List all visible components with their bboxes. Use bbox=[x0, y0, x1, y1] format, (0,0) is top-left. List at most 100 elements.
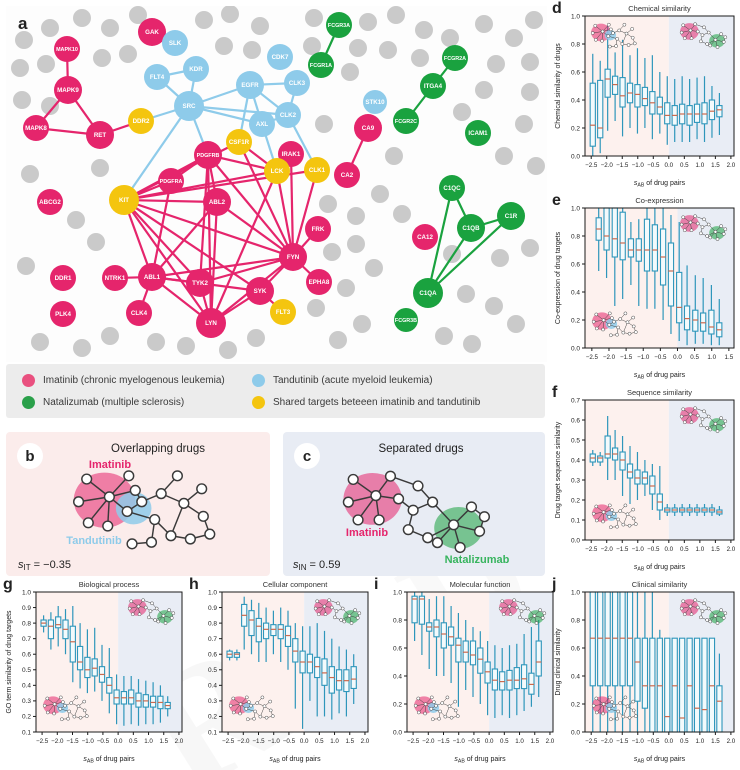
box-whisker bbox=[106, 648, 113, 714]
gray-protein-node bbox=[319, 195, 337, 213]
box-whisker bbox=[277, 607, 284, 662]
x-tick-label: −1.0 bbox=[632, 546, 645, 553]
svg-text:C1QC: C1QC bbox=[443, 185, 461, 192]
svg-text:IRAK1: IRAK1 bbox=[282, 151, 301, 158]
box-whisker bbox=[701, 637, 708, 733]
svg-text:ABL1: ABL1 bbox=[144, 274, 161, 281]
box-whisker bbox=[641, 460, 649, 496]
box-whisker bbox=[656, 466, 663, 520]
x-tick-label: 0.0 bbox=[665, 738, 674, 745]
network-node: TYK2 bbox=[186, 269, 214, 297]
x-tick-label: −2.0 bbox=[601, 546, 614, 553]
x-tick-label: −1.0 bbox=[637, 354, 650, 361]
svg-text:FCGR2A: FCGR2A bbox=[444, 56, 466, 62]
x-tick-label: 1.0 bbox=[144, 738, 153, 745]
svg-text:CA2: CA2 bbox=[341, 172, 354, 179]
box-whisker bbox=[693, 504, 701, 516]
svg-text:MAPK10: MAPK10 bbox=[56, 47, 78, 53]
y-tick-label: 0.6 bbox=[22, 652, 31, 659]
y-tick-label: 0.0 bbox=[571, 729, 580, 736]
x-tick-label: 1.5 bbox=[345, 738, 354, 745]
y-axis-label: GO term similarity of drug targets bbox=[6, 610, 13, 714]
x-tick-label: −1.0 bbox=[268, 738, 281, 745]
y-axis-label: Drug clinical similarity bbox=[555, 628, 562, 696]
box-whisker bbox=[314, 623, 321, 717]
network-node: EGFR bbox=[236, 71, 264, 99]
x-tick-label: 1.5 bbox=[711, 738, 720, 745]
box-whisker bbox=[701, 504, 708, 516]
x-tick-label: −1.0 bbox=[632, 738, 645, 745]
y-tick-label: 0.4 bbox=[571, 457, 580, 464]
svg-text:GAK: GAK bbox=[145, 29, 159, 36]
gray-protein-node bbox=[521, 239, 539, 257]
network-edge bbox=[209, 201, 219, 324]
box-whisker bbox=[604, 25, 611, 131]
network-node: C1QA bbox=[413, 278, 443, 308]
network-node: C1QC bbox=[439, 175, 465, 201]
gray-protein-node bbox=[41, 19, 59, 37]
panel-i-label: i bbox=[374, 576, 379, 593]
x-tick-label: 2.0 bbox=[727, 738, 736, 745]
panel-b-overlapping-drugs: b Overlapping drugs Imatinib Tandutinib sIT … bbox=[6, 432, 270, 576]
box-whisker bbox=[157, 685, 164, 723]
gray-protein-node bbox=[387, 6, 405, 24]
gray-protein-node bbox=[347, 207, 365, 225]
y-tick-label: 0.4 bbox=[571, 289, 580, 296]
gray-protein-node bbox=[359, 13, 377, 31]
overlapping-drugs-inset bbox=[591, 503, 638, 530]
chart-title: Chemical similarity bbox=[628, 4, 691, 13]
network-node: LCK bbox=[264, 158, 290, 184]
gray-protein-node bbox=[13, 91, 31, 109]
x-axis-label: sAB of drug pairs bbox=[634, 180, 686, 189]
network-node: FLT3 bbox=[270, 299, 296, 325]
box-whisker bbox=[299, 626, 306, 729]
x-axis-label: sAB of drug pairs bbox=[634, 756, 686, 765]
box-whisker bbox=[597, 60, 604, 154]
gray-protein-node bbox=[93, 49, 111, 67]
panel-d-label: d bbox=[552, 0, 562, 17]
gray-protein-node bbox=[521, 83, 539, 101]
svg-text:SRC: SRC bbox=[182, 103, 196, 110]
network-node: ABL1 bbox=[138, 263, 166, 291]
gray-protein-node bbox=[67, 211, 85, 229]
x-tick-label: 1.0 bbox=[696, 738, 705, 745]
box-whisker bbox=[255, 602, 262, 662]
overlapping-drugs-inset bbox=[413, 695, 460, 722]
box-whisker bbox=[226, 649, 233, 661]
svg-text:AXL: AXL bbox=[256, 121, 269, 128]
x-tick-label: −1.5 bbox=[620, 354, 633, 361]
y-tick-label: 1.0 bbox=[22, 589, 31, 596]
box-whisker bbox=[270, 610, 277, 655]
x-tick-label: −1.5 bbox=[616, 162, 629, 169]
y-tick-label: 0.4 bbox=[22, 683, 31, 690]
y-tick-label: 0.8 bbox=[571, 617, 580, 624]
x-tick-label: −2.5 bbox=[585, 162, 598, 169]
box-whisker bbox=[708, 637, 716, 733]
box-whisker bbox=[635, 219, 642, 306]
y-tick-label: 0.6 bbox=[571, 645, 580, 652]
y-tick-label: 0.7 bbox=[208, 636, 217, 643]
box-whisker bbox=[98, 644, 106, 701]
network-node: KIT bbox=[109, 185, 139, 215]
box-whisker bbox=[634, 592, 641, 732]
box-whisker bbox=[477, 631, 484, 704]
box-whisker bbox=[604, 416, 611, 480]
gray-protein-node bbox=[129, 6, 147, 24]
gray-protein-node bbox=[307, 299, 325, 317]
overlap-score: sIT = −0.35 bbox=[18, 559, 71, 572]
gray-protein-node bbox=[457, 285, 475, 303]
network-nodes: MAPK10 GAK MAPK9 MAPK8 RET ABCG2 DDR1 PLK4 NTRK1… bbox=[23, 12, 525, 338]
network-node: ITGA4 bbox=[420, 73, 446, 99]
network-edge bbox=[238, 141, 294, 258]
shared-dot-icon bbox=[252, 395, 265, 409]
x-tick-label: −0.5 bbox=[654, 354, 667, 361]
svg-text:SYK: SYK bbox=[254, 288, 267, 295]
natalizumab-blob-label: Natalizumab bbox=[445, 554, 510, 566]
x-tick-label: −2.0 bbox=[601, 162, 614, 169]
box-whisker bbox=[455, 613, 462, 707]
box-whisker bbox=[671, 79, 678, 142]
gray-protein-node bbox=[15, 31, 33, 49]
y-tick-label: 0.9 bbox=[208, 605, 217, 612]
box-whisker bbox=[651, 208, 659, 309]
box-whisker bbox=[321, 630, 328, 717]
